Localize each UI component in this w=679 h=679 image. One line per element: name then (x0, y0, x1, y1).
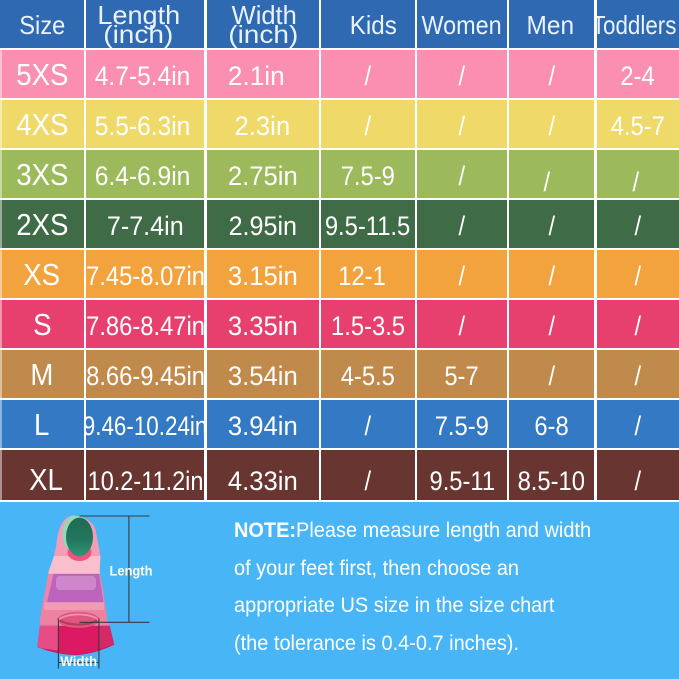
svg-text:Length: Length (110, 563, 153, 579)
svg-text:Width: Width (60, 654, 97, 669)
